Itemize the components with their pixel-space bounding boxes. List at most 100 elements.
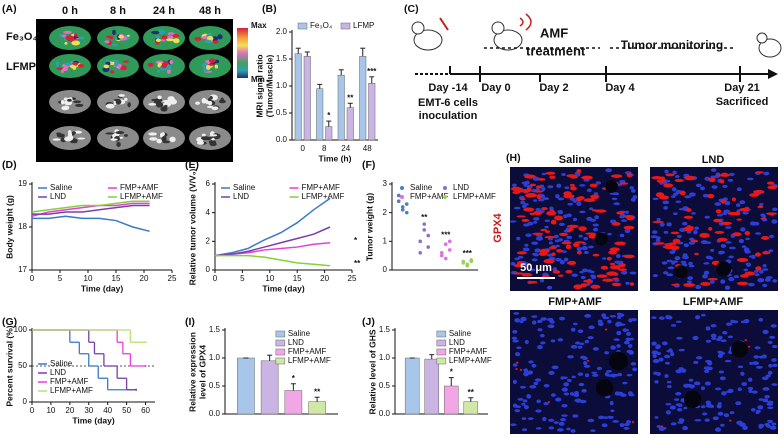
survival-end — [135, 388, 138, 391]
nucleus — [514, 409, 521, 413]
nucleus — [523, 404, 529, 410]
gpx4-signal — [583, 198, 596, 203]
scale-max: Max — [251, 21, 267, 30]
nucleus — [704, 381, 711, 386]
nucleus — [664, 374, 669, 378]
nucleus — [523, 368, 529, 373]
gpx4-signal — [734, 211, 741, 216]
nucleus — [617, 315, 622, 320]
mri-texture — [124, 97, 128, 101]
nucleus — [531, 320, 537, 325]
nucleus — [753, 270, 759, 273]
nucleus — [676, 336, 683, 340]
nucleus — [722, 330, 728, 335]
mri-texture — [214, 64, 219, 69]
nucleus — [705, 359, 712, 363]
mri-texture — [200, 36, 209, 39]
significance: * — [354, 236, 358, 245]
series-line — [31, 200, 150, 213]
x-tick-label: 60 — [141, 406, 150, 415]
mri-texture — [207, 36, 214, 41]
nucleus — [555, 194, 560, 199]
gpx4-signal — [674, 178, 684, 183]
y-axis-label: MRI signal ratio — [254, 54, 264, 117]
nucleus — [666, 380, 672, 384]
mri-texture — [117, 63, 122, 68]
mri-texture — [147, 62, 154, 67]
nucleus — [597, 319, 603, 323]
mri-texture — [118, 94, 125, 97]
nucleus — [531, 258, 538, 262]
x-axis-label: Time (day) — [81, 283, 124, 293]
nucleus — [724, 200, 731, 206]
gpx4-signal — [519, 198, 526, 201]
nucleus — [752, 361, 759, 366]
nucleus — [512, 379, 517, 385]
x-tick-label: 15 — [112, 274, 121, 283]
data-point — [426, 245, 431, 249]
legend-label: LND — [288, 338, 304, 347]
nucleus — [523, 262, 531, 267]
nucleus — [584, 250, 589, 254]
nucleus — [757, 278, 765, 283]
x-tick-label: 0 — [213, 274, 218, 283]
gpx4-signal — [529, 183, 537, 187]
nucleus — [655, 345, 661, 350]
void — [674, 265, 688, 279]
nucleus — [678, 348, 685, 352]
x-tick-label: 50 — [122, 406, 131, 415]
significance: *** — [463, 249, 473, 258]
mri-texture — [105, 132, 115, 135]
nucleus — [579, 399, 587, 404]
nucleus — [762, 387, 770, 391]
nucleus — [579, 342, 585, 346]
nucleus — [525, 233, 532, 237]
nucleus — [527, 370, 534, 375]
mri-texture — [110, 138, 118, 141]
y-tick-label: 0.5 — [209, 381, 221, 390]
nucleus — [611, 197, 618, 201]
mri-texture — [207, 100, 213, 106]
nucleus — [567, 355, 574, 359]
nucleus — [683, 406, 688, 410]
nucleus — [688, 378, 694, 382]
mri-texture — [169, 59, 174, 65]
nucleus — [675, 403, 683, 406]
day-label: Day -14 — [428, 82, 468, 94]
mri-texture — [56, 67, 63, 71]
nucleus — [612, 420, 619, 423]
nucleus — [512, 330, 518, 334]
gpx4-signal — [691, 239, 698, 242]
mri-texture — [52, 138, 61, 141]
gpx4-signal — [604, 328, 608, 331]
gpx4-signal — [515, 368, 518, 371]
nucleus — [666, 349, 674, 353]
significance: ** — [314, 387, 321, 396]
gpx4-signal — [516, 361, 519, 364]
bar — [260, 360, 279, 415]
day-label: Day 21 — [724, 82, 759, 94]
y-axis-label: Tumor weight (g) — [364, 193, 374, 261]
nucleus — [761, 268, 769, 271]
nucleus — [771, 383, 778, 386]
legend-label: Fe₃O₄ — [310, 21, 332, 30]
legend-swatch — [275, 357, 286, 365]
nucleus — [717, 213, 723, 217]
nucleus — [673, 398, 680, 401]
nucleus — [718, 370, 725, 374]
nucleus — [738, 238, 745, 244]
nucleus — [581, 268, 589, 273]
gpx4-signal — [590, 284, 601, 289]
y-axis-label: Relative level of GHS — [367, 329, 377, 414]
nucleus — [576, 201, 582, 206]
y-tick-label: 4 — [206, 208, 211, 217]
nucleus — [548, 370, 555, 375]
mri-texture — [105, 103, 115, 109]
gpx4-signal — [761, 236, 770, 240]
legend-label: LFMP+AMF — [50, 386, 93, 395]
nucleus — [586, 188, 592, 193]
x-tick-label: 20 — [140, 274, 149, 283]
mri-texture — [155, 60, 164, 65]
nucleus — [607, 232, 612, 236]
mri-texture — [118, 34, 125, 39]
